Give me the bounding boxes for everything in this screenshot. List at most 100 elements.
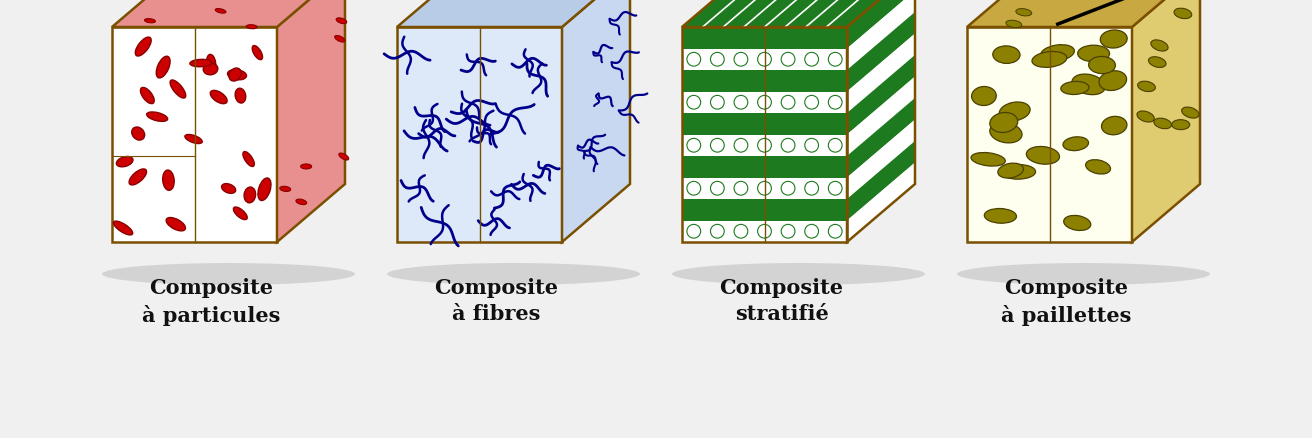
Polygon shape [682,114,848,135]
Polygon shape [848,56,914,135]
Ellipse shape [1151,41,1168,52]
Polygon shape [967,0,1200,28]
Ellipse shape [1101,31,1127,49]
Ellipse shape [989,123,1022,144]
Circle shape [804,53,819,67]
Polygon shape [1132,0,1200,243]
Circle shape [711,53,724,67]
Polygon shape [848,0,914,49]
Circle shape [733,139,748,153]
Ellipse shape [129,170,147,186]
Polygon shape [682,135,848,157]
Ellipse shape [163,171,174,191]
Ellipse shape [1172,120,1190,131]
Polygon shape [682,200,848,221]
Text: Composite
à fibres: Composite à fibres [434,277,559,324]
Circle shape [733,225,748,239]
Circle shape [757,96,771,110]
Ellipse shape [185,135,202,144]
Circle shape [711,139,724,153]
Ellipse shape [1015,10,1031,17]
Circle shape [687,53,701,67]
Circle shape [711,96,724,110]
Polygon shape [682,0,914,28]
Ellipse shape [167,218,185,231]
Ellipse shape [252,46,262,60]
Ellipse shape [1085,160,1110,175]
Ellipse shape [235,89,245,104]
Circle shape [757,182,771,196]
Ellipse shape [1072,75,1105,95]
Circle shape [781,182,795,196]
Ellipse shape [210,91,227,104]
Polygon shape [682,28,848,49]
Ellipse shape [117,157,133,167]
Ellipse shape [1099,71,1127,91]
Ellipse shape [258,179,272,201]
Polygon shape [398,28,562,243]
Circle shape [781,139,795,153]
Ellipse shape [247,26,257,30]
Ellipse shape [998,164,1023,179]
Ellipse shape [297,200,307,205]
Circle shape [757,139,771,153]
Circle shape [828,225,842,239]
Polygon shape [277,0,345,243]
Ellipse shape [1064,216,1090,231]
Circle shape [828,182,842,196]
Polygon shape [682,71,848,92]
Circle shape [781,53,795,67]
Circle shape [687,139,701,153]
Polygon shape [682,157,848,178]
Polygon shape [848,0,914,71]
Circle shape [687,96,701,110]
Ellipse shape [338,154,349,161]
Ellipse shape [1006,21,1022,28]
Circle shape [804,96,819,110]
Circle shape [828,139,842,153]
Polygon shape [848,78,914,157]
Ellipse shape [1077,46,1110,63]
Circle shape [804,139,819,153]
Ellipse shape [171,81,186,99]
Circle shape [687,225,701,239]
Ellipse shape [1174,9,1191,20]
Polygon shape [112,0,345,28]
Ellipse shape [215,10,226,14]
Polygon shape [848,163,914,243]
Circle shape [733,182,748,196]
Circle shape [711,182,724,196]
Ellipse shape [156,57,171,79]
Ellipse shape [1182,108,1199,119]
Ellipse shape [1089,57,1115,74]
Polygon shape [682,92,848,114]
Ellipse shape [1102,117,1127,135]
Ellipse shape [279,187,291,192]
Ellipse shape [203,64,218,76]
Circle shape [828,53,842,67]
Ellipse shape [956,263,1210,285]
Circle shape [733,53,748,67]
Ellipse shape [989,113,1018,133]
Circle shape [711,225,724,239]
Ellipse shape [227,71,247,81]
Circle shape [757,53,771,67]
Ellipse shape [135,38,151,57]
Text: Composite
stratifié: Composite stratifié [719,277,844,324]
Text: Composite
à particules: Composite à particules [142,277,281,325]
Polygon shape [967,28,1132,243]
Ellipse shape [1000,103,1030,122]
Circle shape [804,182,819,196]
Circle shape [757,225,771,239]
Ellipse shape [113,222,133,235]
Ellipse shape [1148,57,1166,68]
Circle shape [828,96,842,110]
Ellipse shape [993,47,1019,64]
Polygon shape [848,141,914,221]
Text: Composite
à paillettes: Composite à paillettes [1001,277,1132,325]
Ellipse shape [672,263,925,285]
Ellipse shape [206,55,215,72]
Polygon shape [562,0,630,243]
Ellipse shape [972,87,996,106]
Ellipse shape [228,69,241,82]
